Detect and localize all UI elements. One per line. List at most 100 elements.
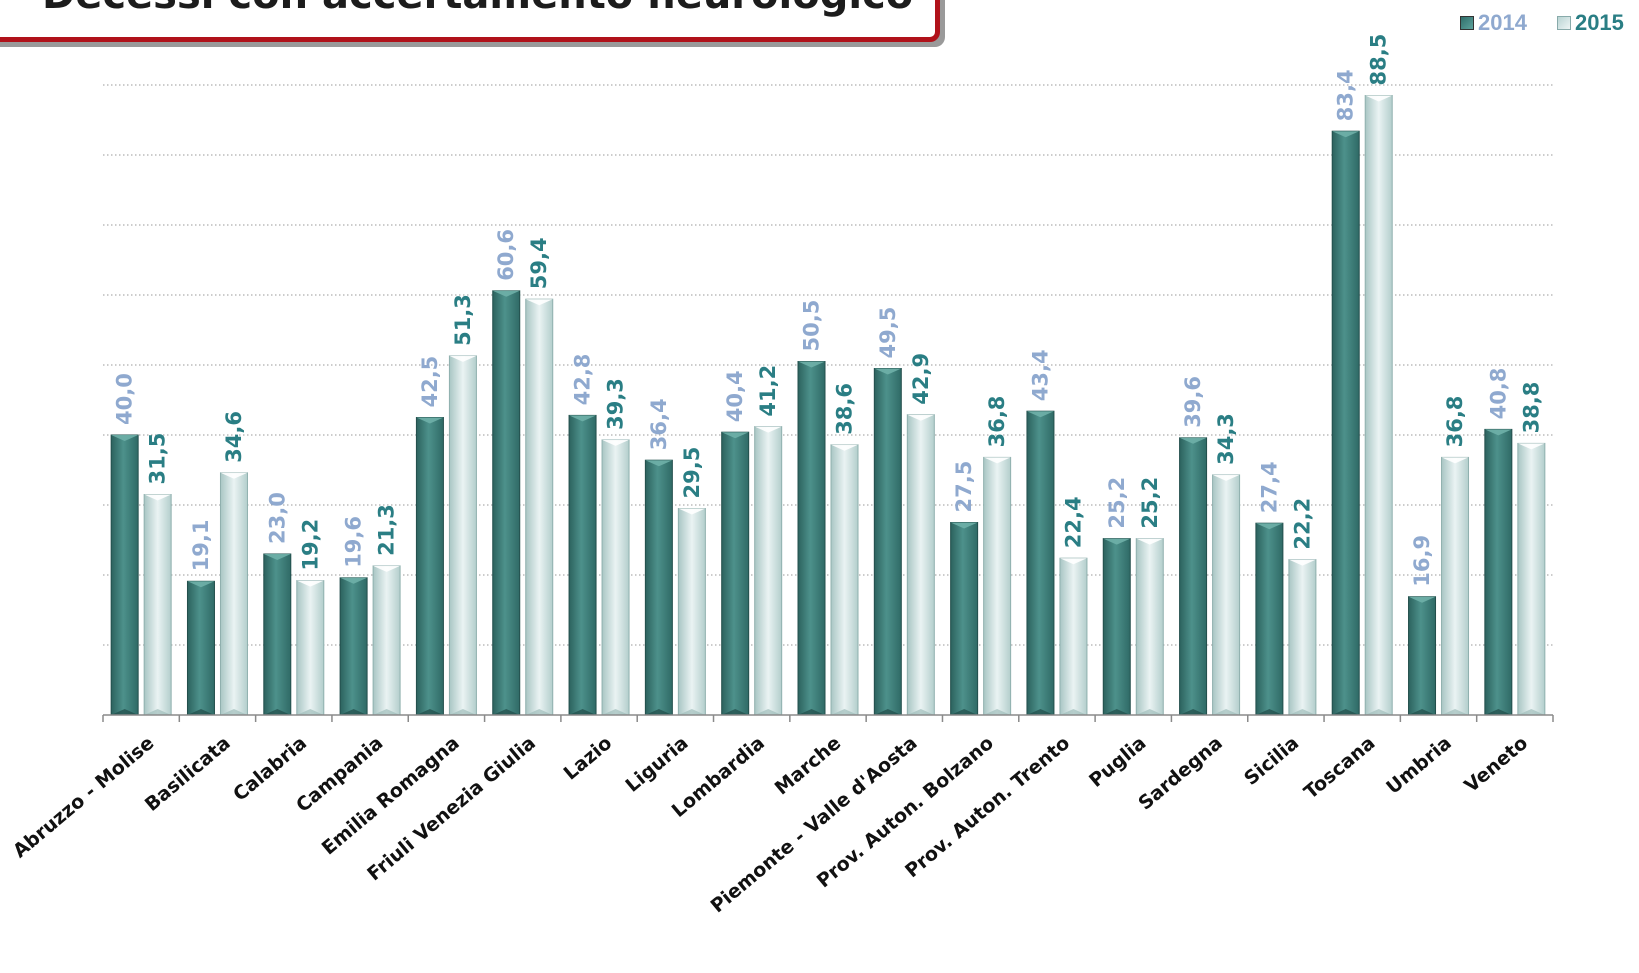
bar-base-2014-8 bbox=[721, 709, 749, 715]
data-label-2015-11: 36,8 bbox=[985, 396, 1009, 448]
bar-base-2015-16 bbox=[1365, 709, 1393, 715]
data-label-2015-15: 22,2 bbox=[1290, 498, 1314, 550]
data-labels: 40,0 31,5 19,1 34,6 23,0 19,2 19,6 21,3 42,5 51,3… bbox=[113, 34, 1544, 587]
bar-2015-17 bbox=[1441, 456, 1470, 716]
bar-base-2014-6 bbox=[569, 709, 597, 715]
data-label-2015-0: 31,5 bbox=[146, 433, 170, 485]
bar-2015-12 bbox=[1059, 557, 1088, 716]
data-label-2014-12: 43,4 bbox=[1028, 349, 1052, 401]
bar-cap-2015-16 bbox=[1365, 95, 1393, 102]
bar-cap-2014-14 bbox=[1179, 437, 1207, 444]
bar-base-2014-15 bbox=[1255, 709, 1283, 715]
category-label-4: Emilia Romagna bbox=[318, 732, 464, 859]
bar-base-2014-4 bbox=[416, 709, 444, 715]
bar-cap-2015-9 bbox=[831, 444, 858, 451]
bar-cap-2014-3 bbox=[340, 577, 368, 584]
legend-item-2014: 2014 bbox=[1460, 10, 1527, 36]
bar-base-2014-9 bbox=[798, 709, 825, 715]
bar-2014-3 bbox=[339, 577, 368, 716]
bar-2015-10 bbox=[906, 414, 935, 716]
data-label-2015-6: 39,3 bbox=[604, 378, 628, 430]
legend-item-2015: 2015 bbox=[1556, 10, 1624, 36]
legend-label-2014: 2014 bbox=[1478, 10, 1527, 35]
bar-cap-2014-16 bbox=[1332, 131, 1360, 138]
category-label-7: Liguria bbox=[621, 732, 692, 797]
bar-base-2015-1 bbox=[220, 709, 248, 715]
bar-cap-2014-12 bbox=[1026, 411, 1054, 418]
bar-cap-2015-7 bbox=[678, 508, 706, 515]
bar-base-2015-14 bbox=[1212, 709, 1240, 715]
bar-cap-2014-11 bbox=[950, 522, 978, 529]
bar-base-2015-8 bbox=[754, 709, 782, 715]
bar-2015-5 bbox=[525, 298, 554, 716]
bar-base-2014-10 bbox=[874, 709, 902, 715]
data-label-2014-14: 39,6 bbox=[1181, 376, 1205, 428]
category-label-9: Marche bbox=[771, 732, 845, 799]
bar-2014-1 bbox=[186, 580, 215, 716]
bar-base-2015-13 bbox=[1136, 709, 1164, 715]
bar-cap-2014-5 bbox=[492, 290, 520, 297]
data-label-2015-5: 59,4 bbox=[527, 237, 551, 289]
bar-base-2014-5 bbox=[492, 709, 520, 715]
bar-2014-10 bbox=[873, 368, 902, 716]
bar-2015-3 bbox=[372, 565, 401, 716]
category-label-6: Lazio bbox=[560, 732, 617, 785]
data-label-2014-6: 42,8 bbox=[571, 354, 595, 406]
bar-2015-9 bbox=[830, 444, 859, 716]
bar-cap-2015-10 bbox=[907, 414, 935, 421]
bar-base-2015-5 bbox=[525, 709, 553, 715]
bars bbox=[110, 95, 1546, 716]
data-label-2015-12: 22,4 bbox=[1061, 496, 1085, 548]
bar-2014-11 bbox=[950, 522, 979, 716]
bar-2014-15 bbox=[1255, 522, 1284, 716]
bar-cap-2015-8 bbox=[754, 426, 782, 433]
bar-cap-2014-10 bbox=[874, 368, 902, 375]
bar-base-2015-18 bbox=[1517, 709, 1545, 715]
bar-base-2014-3 bbox=[340, 709, 368, 715]
data-label-2015-10: 42,9 bbox=[909, 353, 933, 405]
bar-2014-18 bbox=[1484, 428, 1513, 716]
category-labels: Abruzzo - MoliseBasilicataCalabriaCampan… bbox=[9, 732, 1532, 917]
data-label-2014-4: 42,5 bbox=[418, 356, 442, 408]
data-label-2014-9: 50,5 bbox=[800, 300, 824, 352]
bar-2014-0 bbox=[110, 434, 139, 716]
gridlines bbox=[103, 84, 1553, 646]
bar-base-2015-4 bbox=[449, 709, 477, 715]
bar-2015-7 bbox=[677, 508, 706, 716]
data-label-2015-4: 51,3 bbox=[451, 294, 475, 346]
bar-base-2015-15 bbox=[1288, 709, 1316, 715]
bar-2015-8 bbox=[754, 426, 783, 716]
bar-2015-0 bbox=[143, 494, 172, 716]
bar-2014-17 bbox=[1408, 596, 1437, 716]
data-label-2015-3: 21,3 bbox=[375, 504, 399, 556]
data-label-2014-0: 40,0 bbox=[113, 373, 137, 425]
data-label-2015-1: 34,6 bbox=[222, 411, 246, 463]
bar-cap-2015-6 bbox=[602, 439, 630, 446]
bar-base-2015-11 bbox=[983, 709, 1011, 715]
title-box bbox=[0, 0, 940, 42]
bar-2014-7 bbox=[644, 459, 673, 716]
bar-cap-2014-0 bbox=[111, 435, 139, 441]
bar-cap-2015-17 bbox=[1441, 457, 1469, 464]
data-label-2015-13: 25,2 bbox=[1138, 477, 1162, 529]
bar-base-2015-17 bbox=[1441, 709, 1469, 715]
data-label-2015-17: 36,8 bbox=[1443, 396, 1467, 448]
legend-swatch-2014 bbox=[1460, 16, 1474, 30]
bar-cap-2015-2 bbox=[296, 580, 324, 587]
bar-base-2015-9 bbox=[831, 709, 858, 715]
data-label-2014-2: 23,0 bbox=[265, 492, 289, 544]
legend-label-2015: 2015 bbox=[1574, 10, 1624, 35]
category-label-18: Veneto bbox=[1460, 732, 1532, 797]
data-label-2014-5: 60,6 bbox=[494, 229, 518, 281]
bar-base-2014-14 bbox=[1179, 709, 1207, 715]
bar-base-2015-2 bbox=[296, 709, 324, 715]
bar-cap-2014-9 bbox=[798, 361, 825, 368]
data-label-2014-8: 40,4 bbox=[723, 370, 747, 422]
bar-2015-16 bbox=[1364, 95, 1393, 716]
bar-cap-2015-14 bbox=[1212, 474, 1240, 481]
bar-2015-11 bbox=[983, 456, 1012, 716]
data-label-2014-18: 40,8 bbox=[1486, 368, 1510, 420]
bar-cap-2015-5 bbox=[525, 299, 553, 306]
data-label-2015-7: 29,5 bbox=[680, 447, 704, 499]
